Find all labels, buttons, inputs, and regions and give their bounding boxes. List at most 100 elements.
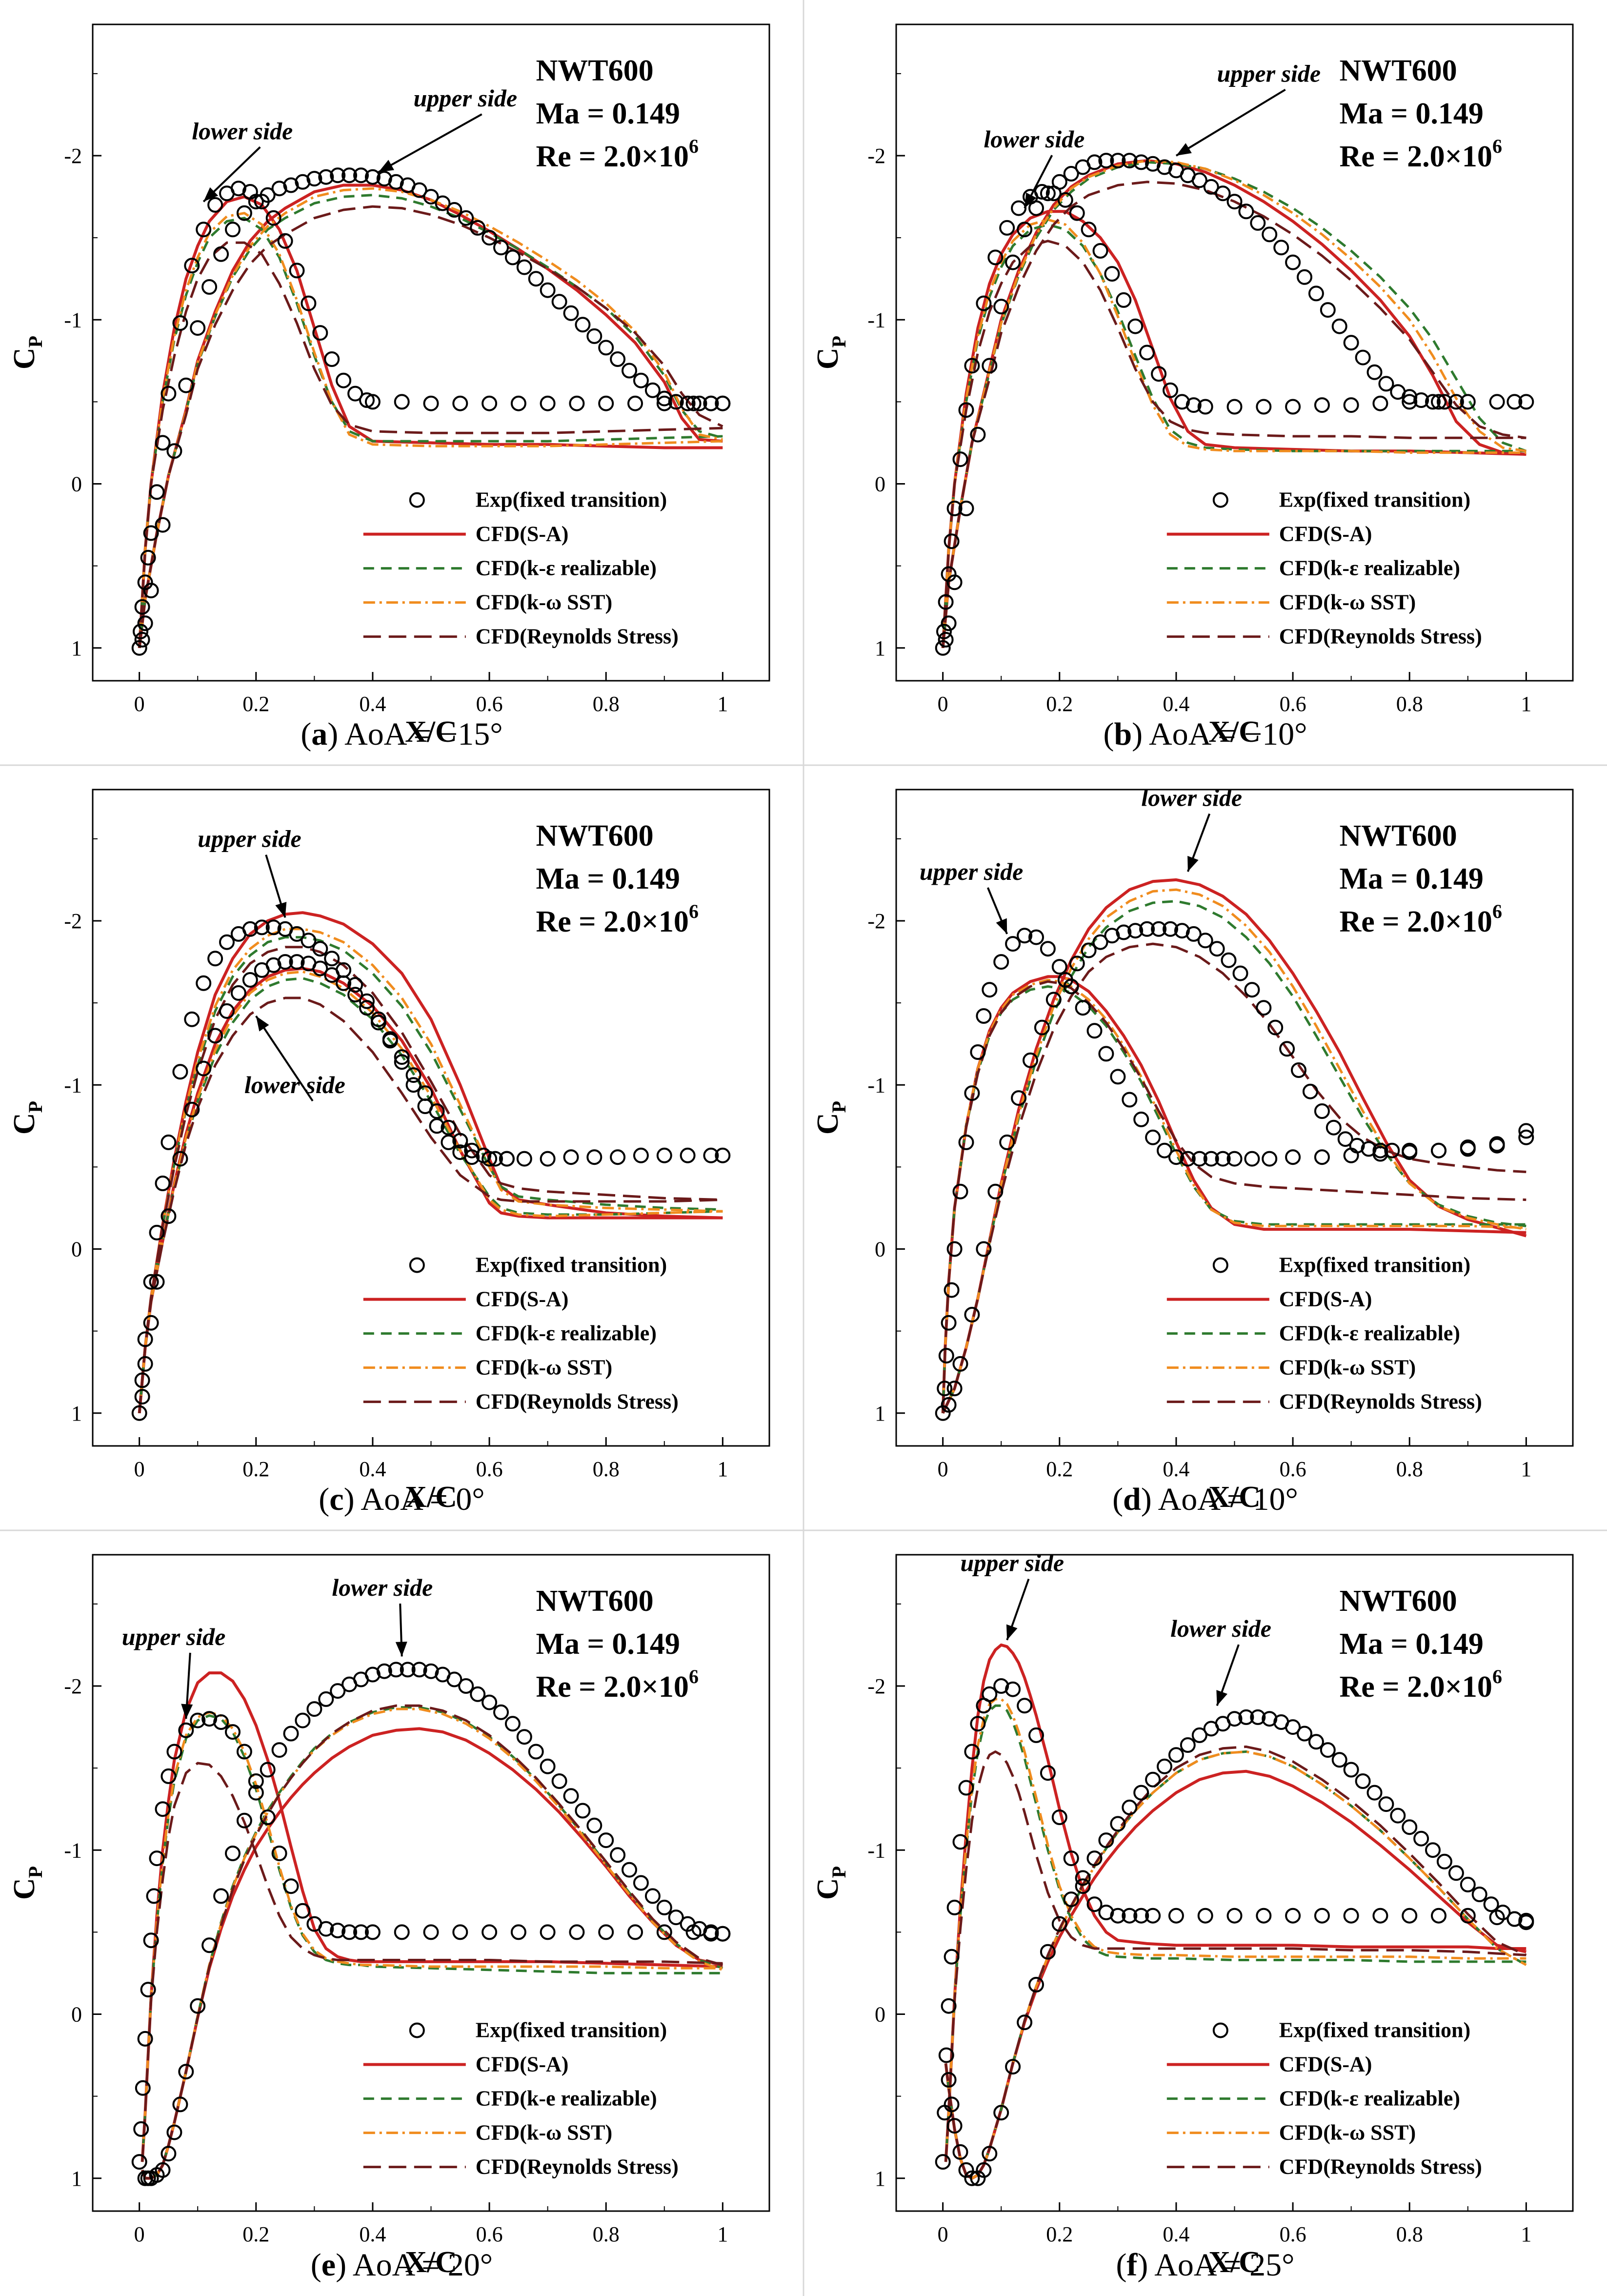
- exp-point: [1174, 923, 1190, 939]
- exp-point: [1191, 172, 1207, 188]
- exp-point: [964, 2170, 980, 2186]
- chart-panel-e: 0 0.2 0.4 0.6 0.8 1 -2 -1 0 1 X/C CP NWT600 Ma = 0.14…: [8, 1554, 770, 2283]
- exp-point: [271, 181, 287, 197]
- exp-point: [668, 394, 684, 410]
- exp-point: [680, 395, 696, 411]
- exp-point: [134, 1389, 150, 1405]
- exp-point: [610, 351, 626, 367]
- exp-point: [423, 395, 439, 411]
- x-tick-label: 0.8: [593, 2222, 620, 2246]
- exp-point: [1092, 934, 1108, 950]
- exp-point: [598, 1832, 614, 1849]
- exp-point: [336, 975, 352, 991]
- exp-point: [656, 1147, 672, 1163]
- panel-caption: (e) AoA = 20°: [311, 2247, 493, 2283]
- exp-point: [944, 1282, 960, 1298]
- exp-point: [685, 395, 702, 411]
- info-line-1: Ma = 0.149: [536, 1627, 680, 1661]
- exp-point: [1308, 1734, 1324, 1750]
- exp-point: [1051, 1809, 1067, 1825]
- exp-point: [1063, 1891, 1079, 1908]
- exp-point: [1285, 1719, 1301, 1735]
- exp-point: [347, 386, 363, 402]
- exp-point: [976, 1241, 992, 1257]
- exp-point: [1011, 200, 1027, 216]
- exp-point: [946, 500, 963, 516]
- panel-caption: (c) AoA = 0°: [319, 1482, 484, 1517]
- exp-point: [1191, 1727, 1207, 1743]
- exp-point: [516, 259, 532, 275]
- exp-point: [1250, 215, 1266, 231]
- annotation-arrowhead: [1187, 855, 1199, 872]
- exp-point: [452, 1924, 468, 1940]
- exp-point: [944, 533, 960, 549]
- exp-point: [1086, 1850, 1103, 1867]
- x-tick-label: 1: [717, 2222, 728, 2246]
- exp-point: [1402, 1819, 1418, 1835]
- exp-point: [161, 1768, 177, 1784]
- exp-point: [1081, 222, 1097, 238]
- exp-point: [1431, 1908, 1446, 1924]
- exp-point: [441, 1119, 457, 1136]
- chart-panel-b: 0 0.2 0.4 0.6 0.8 1 -2 -1 0 1 X/C CP NWT600 Ma = 0.14…: [811, 23, 1574, 752]
- exp-point: [201, 279, 218, 295]
- exp-point: [504, 249, 521, 265]
- exp-point: [196, 222, 212, 238]
- x-tick-label: 0: [938, 2222, 948, 2246]
- legend-label: CFD(S-A): [1279, 522, 1372, 546]
- exp-point: [987, 1183, 1004, 1199]
- exp-point: [1191, 1151, 1207, 1167]
- legend-label: CFD(Reynolds Stress): [1279, 625, 1482, 649]
- exp-point: [1098, 1832, 1114, 1849]
- info-line-1: Ma = 0.149: [1339, 97, 1483, 130]
- exp-point: [946, 574, 963, 590]
- series-line-kw-lower: [944, 1750, 1527, 2180]
- legend-exp-marker: [409, 2022, 425, 2038]
- exp-point: [976, 2162, 992, 2178]
- exp-point: [213, 246, 229, 262]
- info-line-0: NWT600: [536, 1585, 653, 1618]
- series-line-ke-upper: [944, 1704, 1527, 2162]
- exp-point: [446, 1671, 462, 1687]
- exp-point: [1116, 924, 1132, 940]
- exp-point: [134, 599, 150, 615]
- exp-point: [715, 1147, 731, 1163]
- exp-point: [318, 1921, 334, 1937]
- y-tick-label: 0: [71, 1238, 82, 1261]
- exp-point: [1238, 1709, 1254, 1725]
- exp-point: [575, 317, 591, 333]
- exp-point: [668, 1910, 684, 1926]
- exp-point: [301, 295, 317, 311]
- exp-point: [540, 395, 556, 411]
- exp-point: [627, 1924, 643, 1940]
- exp-point: [1040, 185, 1056, 202]
- exp-point: [1297, 1726, 1312, 1742]
- x-tick-label: 0.4: [359, 692, 386, 716]
- caption-letter: c: [329, 1482, 343, 1517]
- caption-paren: (: [1116, 2247, 1126, 2283]
- exp-point: [586, 1817, 603, 1833]
- exp-point: [376, 1663, 392, 1679]
- side-annotation: upper side: [122, 1623, 226, 1650]
- exp-point: [622, 1862, 637, 1878]
- exp-point: [161, 1134, 177, 1150]
- data-layer: [935, 878, 1534, 1421]
- exp-point: [318, 1691, 334, 1707]
- exp-point: [1028, 929, 1044, 945]
- x-axis-title: X/C: [405, 1481, 457, 1514]
- exp-point: [1133, 1785, 1149, 1801]
- exp-point: [499, 1151, 515, 1167]
- legend-label: CFD(k-ω SST): [1279, 590, 1416, 614]
- side-annotation: upper side: [920, 858, 1024, 885]
- exp-point: [993, 299, 1009, 315]
- series-line-kw-upper: [942, 978, 1527, 1413]
- exp-point: [1337, 1131, 1353, 1147]
- exp-point: [359, 993, 375, 1009]
- y-tick-label: 1: [875, 2167, 885, 2191]
- exp-point: [1028, 1977, 1044, 1992]
- exp-point: [1168, 1149, 1184, 1165]
- y-tick-label: 1: [875, 636, 885, 660]
- exp-point: [1145, 156, 1161, 172]
- exp-point: [429, 1103, 445, 1119]
- series-line-ke-upper: [138, 936, 723, 1414]
